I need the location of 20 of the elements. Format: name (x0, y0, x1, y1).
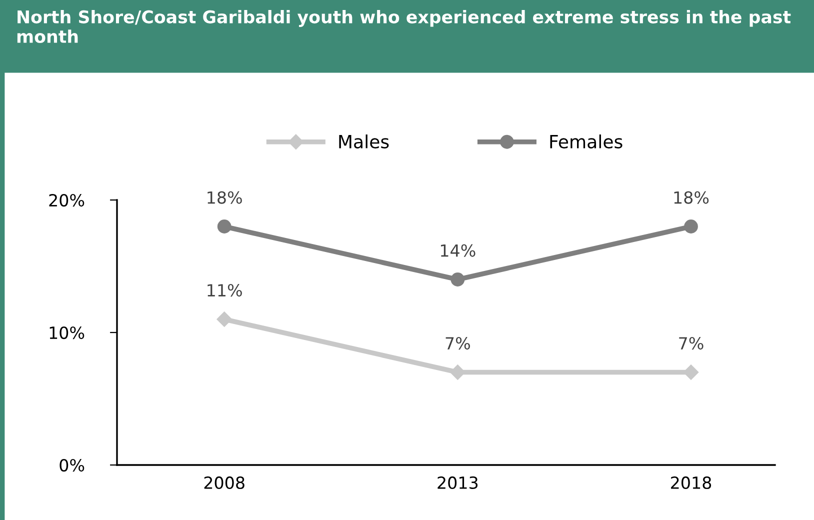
x-tick-label: 2013 (438, 476, 478, 490)
point (684, 220, 698, 234)
x-tick-label: 2008 (204, 476, 244, 490)
point (450, 364, 466, 380)
legend-label: Females (550, 134, 622, 148)
chart-title: North Shore/Coast Garibaldi youth who experienced extreme stress in the past month (17, 10, 791, 44)
y-tick-label: 10% (50, 326, 84, 340)
legend-label: Males (339, 134, 389, 148)
point (217, 220, 232, 234)
data-label: 11% (208, 284, 242, 297)
data-label: 14% (440, 244, 476, 257)
x-tick-label: 2018 (671, 476, 712, 490)
point (450, 272, 465, 286)
data-label: 7% (446, 336, 470, 350)
y-tick-label: 0% (60, 458, 84, 472)
data-label: 18% (674, 191, 709, 204)
y-tick-label: 20% (49, 194, 84, 207)
data-label: 7% (679, 336, 704, 350)
point (216, 312, 232, 327)
data-label: 18% (208, 191, 242, 204)
